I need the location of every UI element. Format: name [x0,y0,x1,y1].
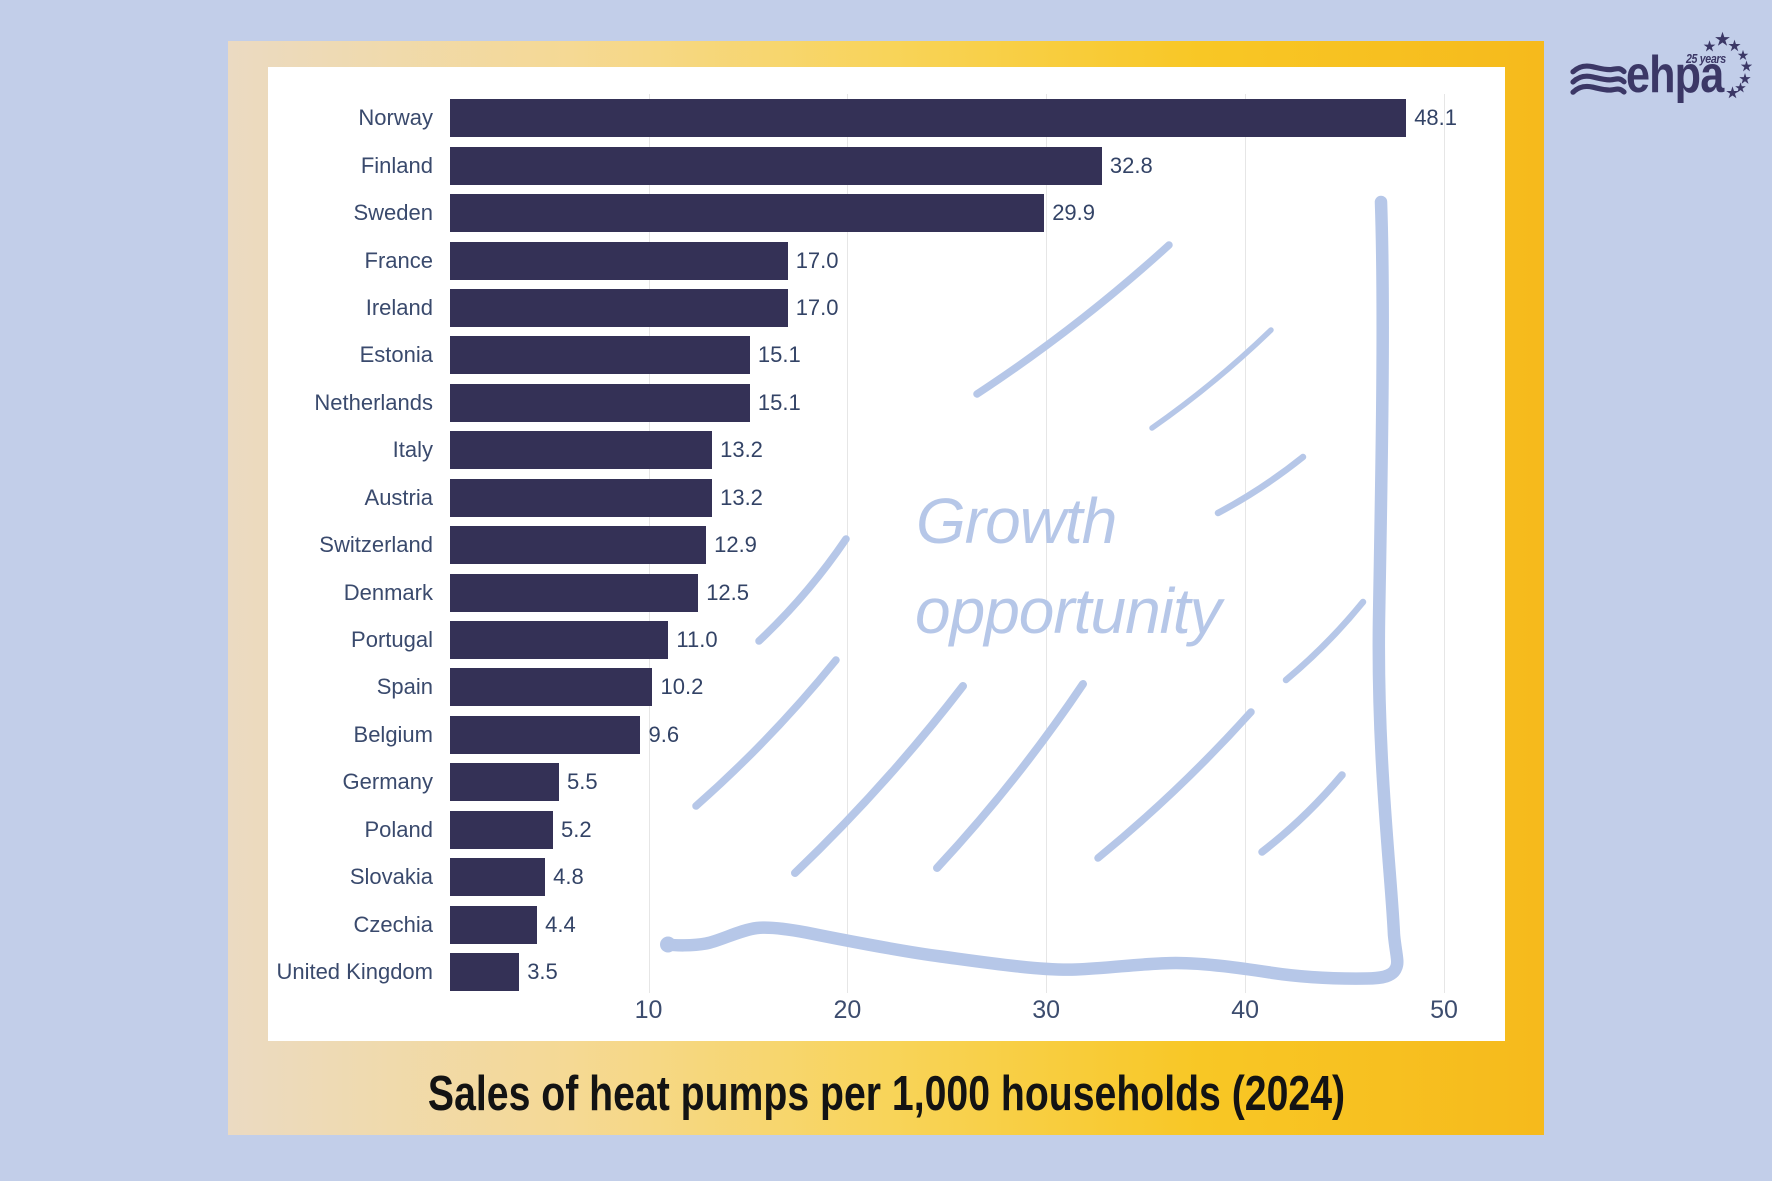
svg-text:Growth: Growth [916,485,1116,557]
svg-text:25 years: 25 years [1685,52,1727,66]
svg-text:ehpa: ehpa [1626,46,1725,104]
svg-text:opportunity: opportunity [915,575,1226,647]
